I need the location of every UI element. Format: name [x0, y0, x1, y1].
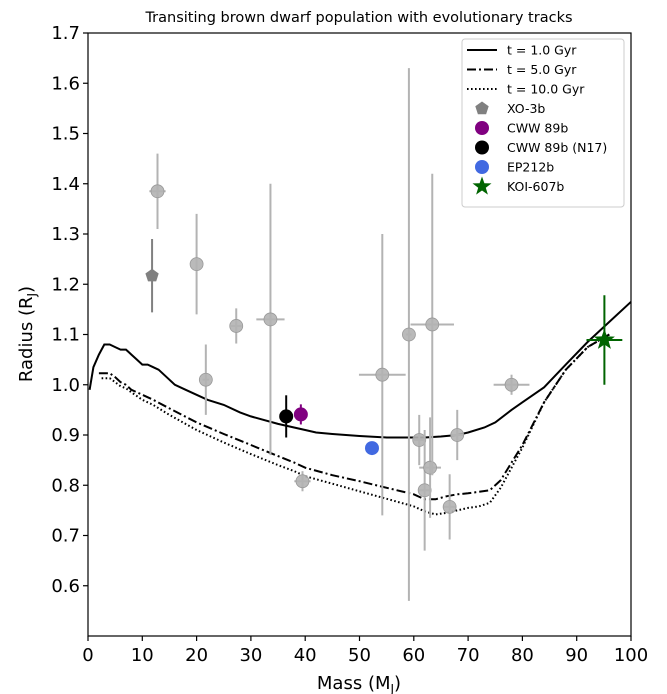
y-tick-label: 0.9 [51, 425, 80, 446]
legend-label: EP212b [507, 160, 554, 175]
y-tick-label: 0.7 [51, 526, 80, 547]
highlight-marker [145, 268, 159, 282]
track-line-0 [88, 301, 632, 439]
population-marker [263, 312, 278, 327]
x-tick-label: 90 [565, 645, 588, 666]
y-tick-label: 0.6 [51, 576, 80, 597]
population-point-9 [417, 429, 432, 551]
highlight-point-3 [364, 441, 379, 456]
x-tick-label: 80 [511, 645, 534, 666]
population-marker [229, 319, 244, 333]
population-point-11 [410, 173, 454, 476]
population-point-4 [256, 183, 285, 456]
population-point-8 [412, 414, 427, 466]
x-tick-label: 30 [239, 645, 262, 666]
x-tick-label: 60 [402, 645, 425, 666]
legend-marker-4 [472, 176, 492, 195]
population-point-3 [229, 308, 244, 344]
legend-label: CWW 89b (N17) [507, 140, 607, 155]
x-tick-label: 0 [82, 645, 93, 666]
population-marker [425, 317, 440, 332]
population-point-6 [358, 234, 406, 516]
population-point-0 [149, 153, 166, 229]
y-tick-label: 1.1 [51, 325, 80, 346]
population-point-2 [198, 344, 213, 415]
population-point-1 [189, 213, 204, 315]
legend-label: t = 10.0 Gyr [507, 82, 585, 97]
population-point-13 [450, 409, 465, 461]
legend-label: t = 5.0 Gyr [507, 62, 577, 77]
population-point-10 [419, 417, 441, 518]
x-tick-label: 40 [294, 645, 317, 666]
x-tick-label: 20 [185, 645, 208, 666]
x-tick-label: 50 [348, 645, 371, 666]
legend: t = 1.0 Gyr t = 5.0 Gyr t = 10.0 Gyr XO-3b C… [461, 38, 625, 208]
highlight-marker [293, 407, 308, 422]
y-tick-label: 0.8 [51, 475, 80, 496]
legend-label: XO-3b [507, 101, 545, 116]
track-line-1 [98, 333, 610, 501]
legend-label: KOI-607b [507, 179, 564, 194]
population-marker [375, 367, 390, 382]
highlight-point-4 [586, 295, 623, 385]
population-marker [150, 184, 165, 199]
plot-area [88, 68, 632, 601]
y-tick-label: 1.2 [51, 274, 80, 295]
x-axis-label: Mass (MJ) [317, 673, 401, 694]
population-marker [402, 327, 416, 342]
y-tick-label: 1.4 [51, 174, 80, 195]
highlight-marker [364, 441, 379, 456]
y-axis-label: Radius (RJ) [16, 286, 39, 382]
legend-marker-1 [475, 121, 489, 135]
highlight-marker [593, 329, 615, 349]
population-point-7 [402, 68, 416, 601]
chart-title: Transiting brown dwarf population with e… [144, 10, 572, 26]
population-marker [417, 483, 432, 498]
y-tick-label: 1.0 [51, 375, 80, 396]
y-tick-label: 1.6 [51, 73, 80, 94]
population-marker [423, 460, 437, 475]
y-tick-label: 1.5 [51, 124, 80, 145]
legend-marker-2 [475, 140, 489, 155]
legend-label: CWW 89b [507, 121, 568, 136]
legend-marker-3 [475, 160, 489, 174]
legend-marker-0 [475, 101, 489, 115]
x-tick-label: 100 [614, 645, 648, 666]
x-axis: 0 10 20 30 40 50 60 70 80 90 100 [82, 636, 648, 666]
legend-label: t = 1.0 Gyr [507, 43, 577, 58]
population-marker [442, 499, 457, 514]
population-marker [189, 257, 204, 272]
population-marker [295, 474, 310, 489]
population-marker [412, 433, 427, 447]
legend-box [461, 38, 625, 208]
highlight-point-2 [279, 395, 294, 438]
y-tick-label: 1.7 [51, 23, 80, 44]
population-point-5 [294, 471, 311, 492]
population-marker [450, 428, 465, 442]
population-marker [504, 377, 519, 392]
y-tick-label: 1.3 [51, 224, 80, 245]
population-marker [198, 372, 213, 387]
highlight-point-0 [145, 239, 159, 313]
track-line-2 [101, 333, 610, 516]
population-point-12 [442, 474, 457, 540]
x-tick-label: 10 [131, 645, 154, 666]
x-tick-label: 70 [457, 645, 480, 666]
highlight-marker [279, 409, 294, 424]
highlight-point-1 [293, 404, 308, 425]
population-point-14 [493, 374, 530, 395]
y-axis: 0.6 0.7 0.8 0.9 1.0 1.1 1.2 1.3 1.4 1.5 1.6 1.7 [51, 23, 88, 597]
